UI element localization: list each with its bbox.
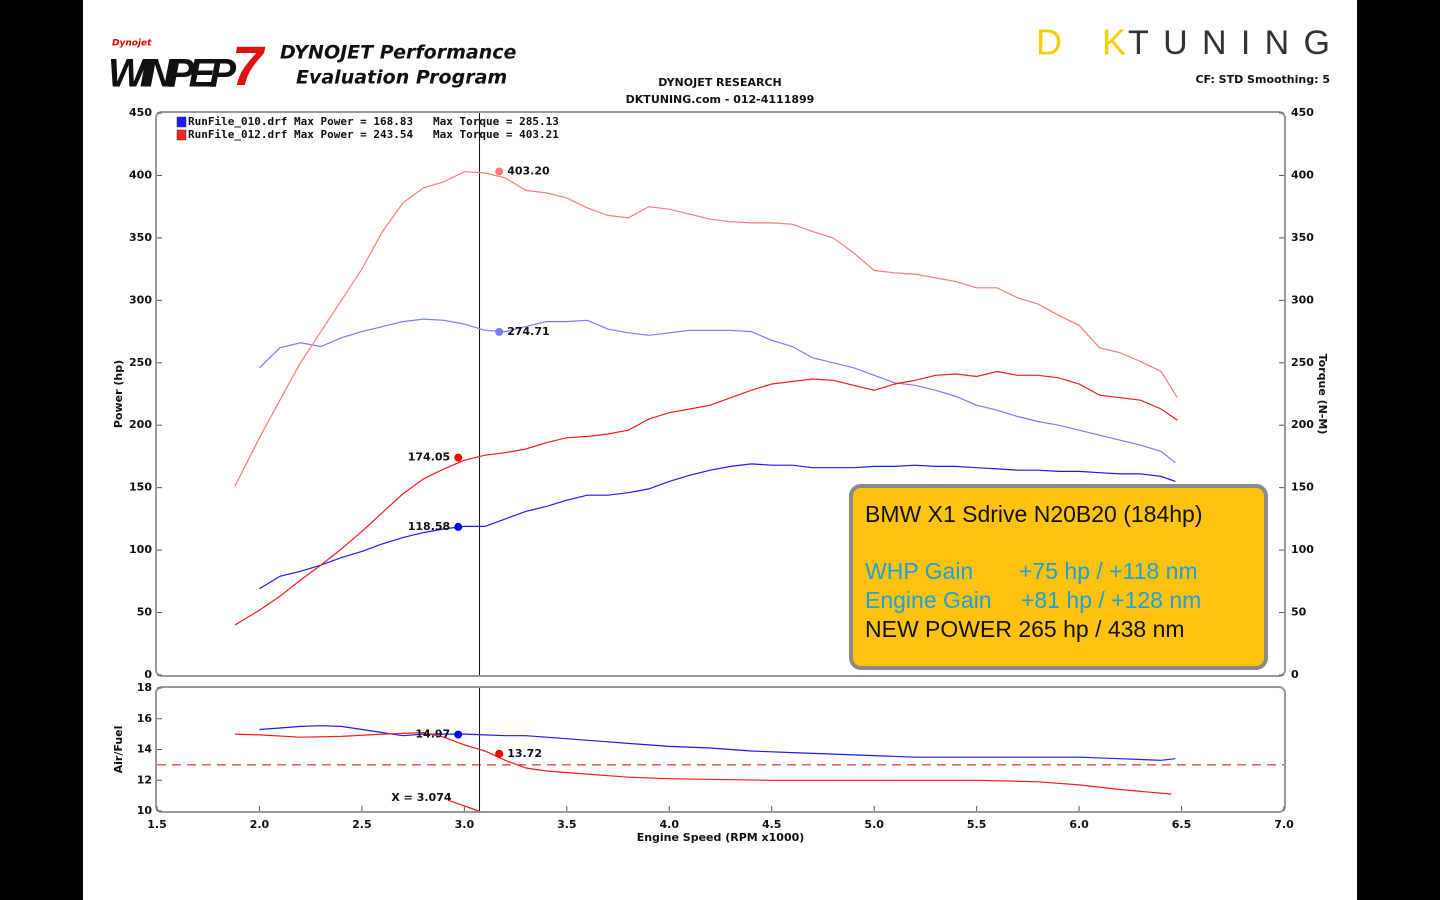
y2-tick-label: 50 — [1291, 606, 1307, 619]
y2-axis-label: Torque (N-M) — [1316, 354, 1329, 435]
y-tick-label: 450 — [129, 106, 152, 119]
program-line-2: Evaluation Program — [296, 67, 507, 89]
info-box: BMW X1 Sdrive N20B20 (184hp) WHP Gain +7… — [849, 484, 1268, 670]
y2-tick-label: 450 — [1291, 106, 1314, 119]
report — [83, 0, 1357, 900]
series-line — [234, 731, 1172, 795]
info-title: BMW X1 Sdrive N20B20 (184hp) — [865, 501, 1203, 527]
logo-number: 7 — [232, 34, 266, 97]
marker-label: 174.05 — [408, 451, 450, 464]
x-tick-label: 1.5 — [147, 818, 167, 831]
legend-swatch — [176, 116, 187, 128]
info-box-frame — [849, 484, 1268, 670]
x-tick-label: 7.0 — [1274, 818, 1294, 831]
marker — [454, 453, 463, 462]
marker — [454, 730, 463, 739]
y-tick-label: 0 — [144, 668, 152, 681]
chart-title: DYNOJET RESEARCH — [658, 76, 781, 89]
x-tick-label: 5.0 — [864, 818, 884, 831]
cursor-label: X = 3.074 — [391, 791, 451, 804]
logo-small: Dynojet — [112, 39, 152, 49]
marker-label: 274.71 — [507, 325, 549, 338]
engine-value: +81 hp / +128 nm — [1021, 587, 1201, 613]
y-axis-label: Air/Fuel — [112, 726, 125, 774]
y2-tick-label: 400 — [1291, 168, 1314, 181]
y-tick-label: 50 — [137, 606, 153, 619]
whp-value: +75 hp / +118 nm — [1019, 558, 1198, 584]
new-power: NEW POWER 265 hp / 438 nm — [865, 616, 1185, 642]
marker-label: 403.20 — [507, 164, 550, 177]
series-line — [259, 318, 1176, 464]
legend-label: Max Torque = 403.21 — [433, 128, 559, 141]
legend-swatch — [176, 129, 187, 141]
series-line — [259, 463, 1176, 590]
y-tick-label: 18 — [137, 681, 152, 694]
x-tick-label: 5.5 — [967, 818, 987, 831]
legend-label: RunFile_010.drf Max Power = 168.83 — [188, 115, 413, 128]
y2-tick-label: 150 — [1291, 481, 1314, 494]
plot-frame — [155, 111, 1286, 677]
winpep-logo: Dynojet WINPEP 7 DYNOJET Performance Eva… — [108, 34, 517, 97]
chart-subtitle: DKTUNING.com - 012-4111899 — [626, 93, 815, 106]
y-tick-label: 10 — [137, 804, 153, 817]
y-tick-label: 200 — [129, 418, 152, 431]
logo-text: WINPEP — [108, 52, 236, 96]
plots: 0 50 100 150 200 250 300 350 400 450 0 50 100 150 200 2… — [112, 106, 1329, 844]
y-tick-label: 350 — [129, 231, 152, 244]
marker-label: 13.72 — [507, 747, 542, 760]
plot-frame — [155, 686, 1286, 813]
marker — [495, 167, 504, 176]
marker-label: 118.58 — [408, 520, 450, 533]
y2-tick-label: 300 — [1291, 293, 1314, 306]
y-tick-label: 12 — [137, 773, 152, 786]
y-tick-label: 400 — [129, 168, 152, 181]
marker — [495, 749, 504, 758]
legend-label: Max Torque = 285.13 — [433, 115, 559, 128]
settings: CF: STD Smoothing: 5 — [1195, 73, 1330, 86]
x-tick-label: 2.0 — [250, 818, 270, 831]
x-tick-label: 4.5 — [762, 818, 782, 831]
y2-tick-label: 0 — [1291, 668, 1299, 681]
marker — [495, 327, 504, 336]
y-tick-label: 14 — [137, 743, 153, 756]
marker-label: 14.97 — [415, 728, 450, 741]
x-tick-label: 4.0 — [660, 818, 680, 831]
y-tick-label: 300 — [129, 293, 152, 306]
x-tick-label: 3.5 — [557, 818, 577, 831]
y2-tick-label: 250 — [1291, 356, 1314, 369]
x-tick-label: 2.5 — [352, 818, 372, 831]
marker — [454, 522, 463, 531]
series-line — [447, 799, 479, 812]
y2-tick-label: 200 — [1291, 418, 1314, 431]
y2-tick-label: 100 — [1291, 543, 1314, 556]
series-line — [234, 171, 1178, 487]
y-tick-label: 250 — [129, 356, 152, 369]
whp-label: WHP Gain — [865, 558, 973, 584]
y-axis-label: Power (hp) — [112, 360, 125, 428]
y-tick-label: 16 — [137, 712, 153, 725]
y-tick-label: 100 — [129, 543, 152, 556]
x-tick-label: 6.5 — [1172, 818, 1192, 831]
legend-label: RunFile_012.drf Max Power = 243.54 — [188, 128, 414, 141]
x-tick-label: 3.0 — [455, 818, 475, 831]
x-axis-label: Engine Speed (RPM x1000) — [637, 831, 805, 844]
engine-label: Engine Gain — [865, 587, 992, 613]
y2-tick-label: 350 — [1291, 231, 1314, 244]
program-line-1: DYNOJET Performance — [280, 42, 517, 64]
series-line — [234, 370, 1178, 626]
series-line — [259, 725, 1176, 761]
y-tick-label: 150 — [129, 481, 152, 494]
x-tick-label: 6.0 — [1069, 818, 1089, 831]
